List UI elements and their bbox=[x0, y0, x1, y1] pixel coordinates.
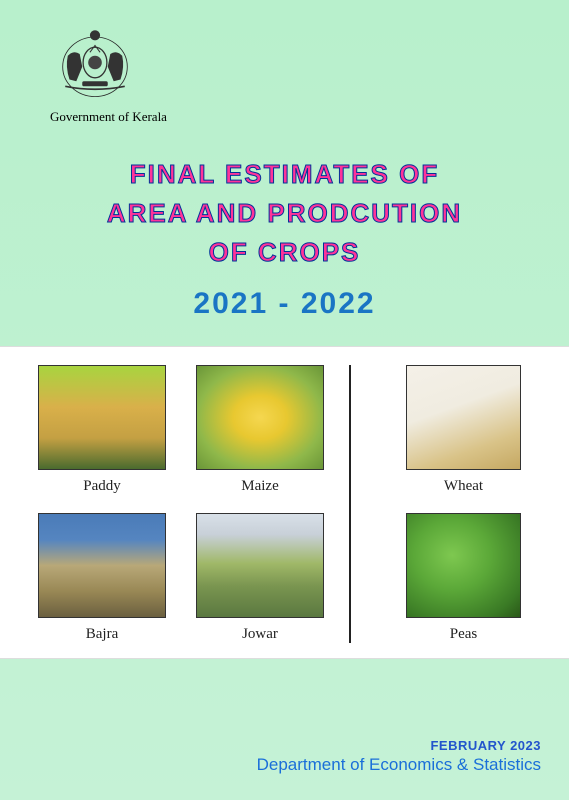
title-year: 2021 - 2022 bbox=[40, 287, 529, 321]
crop-image-maize bbox=[196, 365, 324, 470]
crop-label: Peas bbox=[406, 626, 521, 643]
crop-image-peas bbox=[406, 513, 521, 618]
crop-image-wheat bbox=[406, 365, 521, 470]
crops-grid: Paddy Maize Bajra Jowar Wheat Peas bbox=[0, 346, 569, 659]
crops-left-column: Paddy Maize Bajra Jowar bbox=[0, 365, 351, 643]
government-label: Government of Kerala bbox=[50, 109, 569, 125]
title-line-1: FINAL ESTIMATES OF bbox=[40, 155, 529, 194]
crop-label: Wheat bbox=[406, 478, 521, 495]
crop-label: Bajra bbox=[38, 626, 166, 643]
crops-right-column: Wheat Peas bbox=[351, 365, 559, 643]
title-block: FINAL ESTIMATES OF AREA AND PRODCUTION O… bbox=[0, 155, 569, 321]
footer-date: FEBRUARY 2023 bbox=[257, 738, 541, 753]
crop-image-paddy bbox=[38, 365, 166, 470]
title-line-2: AREA AND PRODCUTION bbox=[40, 194, 529, 233]
crop-image-jowar bbox=[196, 513, 324, 618]
crop-card: Jowar bbox=[196, 513, 324, 643]
crop-card: Maize bbox=[196, 365, 324, 495]
title-line-3: OF CROPS bbox=[40, 233, 529, 272]
crop-label: Paddy bbox=[38, 478, 166, 495]
crop-label: Maize bbox=[196, 478, 324, 495]
kerala-emblem-icon bbox=[50, 20, 140, 105]
crop-label: Jowar bbox=[196, 626, 324, 643]
header-block: Government of Kerala bbox=[0, 0, 569, 125]
footer-department: Department of Economics & Statistics bbox=[257, 755, 541, 775]
crop-card: Peas bbox=[406, 513, 521, 643]
crop-card: Bajra bbox=[38, 513, 166, 643]
footer-block: FEBRUARY 2023 Department of Economics & … bbox=[257, 738, 541, 775]
crop-image-bajra bbox=[38, 513, 166, 618]
crop-card: Paddy bbox=[38, 365, 166, 495]
crop-card: Wheat bbox=[406, 365, 521, 495]
